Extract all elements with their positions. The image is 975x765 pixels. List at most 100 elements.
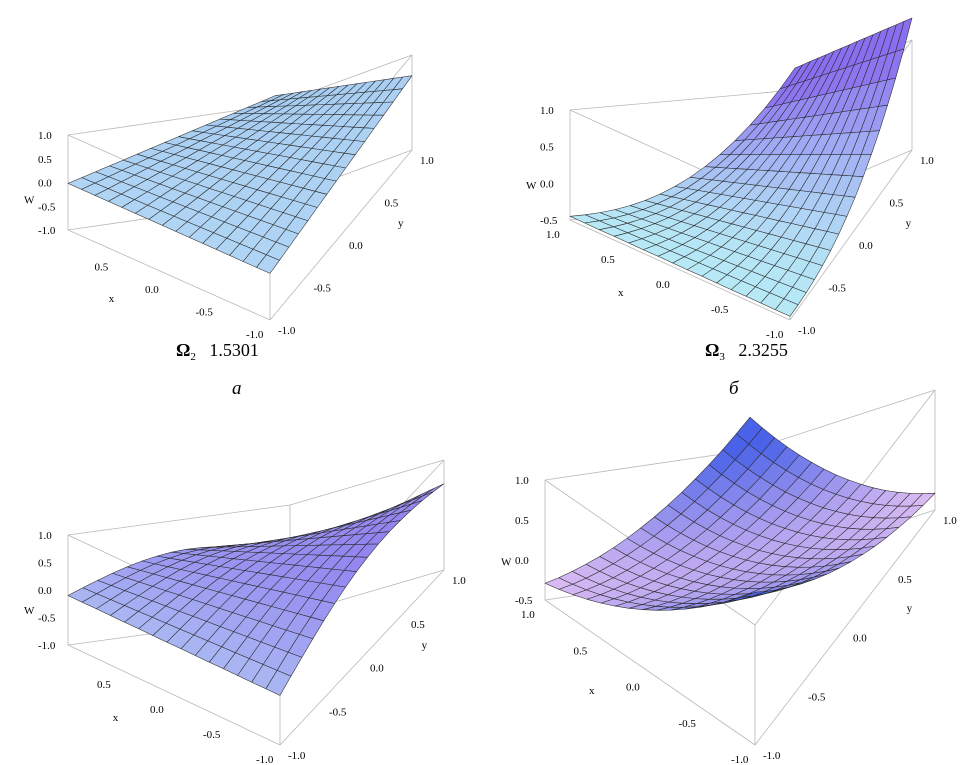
panel-letter-b: б	[729, 378, 739, 399]
surface-patch	[256, 254, 280, 274]
x-tick-label: 0.5	[95, 262, 109, 274]
surface-plot-c-svg: 1.0 0.5 0.0 -0.5 -1.0 W 0.5 0.0 -0.5 -1.0 x 1.0 0.5 0…	[24, 459, 466, 765]
omega-symbol: Ω	[176, 340, 191, 360]
z-axis-label: W	[24, 605, 35, 617]
y-tick-label: 0.0	[853, 633, 867, 645]
omega-subscript: 3	[719, 351, 725, 363]
x-tick-label: 0.5	[97, 679, 111, 691]
y-tick-label: -0.5	[829, 283, 847, 295]
z-axis-label: W	[526, 180, 537, 192]
x-tick-label: -1.0	[766, 329, 784, 341]
y-tick-label: 1.0	[420, 155, 434, 167]
caption-b: Ω3 2.3255	[705, 340, 788, 363]
z-tick-label: 0.5	[38, 558, 52, 570]
x-tick-label: 1.0	[546, 229, 560, 241]
caption-a: Ω2 1.5301	[176, 340, 259, 363]
box-edge	[289, 459, 445, 506]
x-axis-label: x	[109, 293, 115, 305]
surface-patch	[740, 590, 768, 598]
surface-patch	[775, 298, 799, 317]
omega-subscript: 2	[190, 351, 196, 363]
z-tick-label: 0.5	[540, 142, 554, 154]
x-tick-label: 0.0	[656, 279, 670, 291]
z-tick-label: -0.5	[38, 201, 56, 213]
z-tick-label: 0.0	[540, 178, 554, 190]
panel-letter-a: а	[232, 378, 242, 399]
z-tick-label: 1.0	[38, 530, 52, 542]
z-tick-label: -1.0	[38, 640, 56, 652]
z-tick-label: 0.5	[38, 154, 52, 166]
surface-mesh	[67, 75, 413, 274]
tick-labels: 1.0 0.5 0.0 -0.5 -1.0 W 0.5 0.0 -0.5 -1.0 x 1.0 0.5 0…	[24, 130, 434, 341]
z-tick-label: 1.0	[540, 105, 554, 117]
x-tick-label: -1.0	[731, 754, 749, 765]
surface-mesh	[569, 17, 913, 317]
y-tick-label: -0.5	[329, 706, 347, 718]
surface-plot-d-svg: 1.0 0.5 0.0 -0.5 W 1.0 0.5 0.0 -0.5 -1.0 x 1.0 0.5 0.…	[501, 389, 957, 765]
y-tick-label: 1.0	[920, 155, 934, 167]
x-axis-label: x	[618, 287, 624, 299]
y-tick-label: -1.0	[288, 750, 306, 762]
box-edge	[569, 219, 791, 321]
y-tick-label: -0.5	[808, 691, 826, 703]
x-tick-label: -1.0	[256, 754, 274, 765]
x-tick-label: -0.5	[679, 718, 697, 730]
z-tick-label: 1.0	[38, 130, 52, 142]
y-tick-label: 1.0	[943, 515, 957, 527]
surface-plot-d: 1.0 0.5 0.0 -0.5 W 1.0 0.5 0.0 -0.5 -1.0 x 1.0 0.5 0.…	[495, 389, 970, 765]
y-axis-label: y	[907, 602, 913, 614]
x-tick-label: -0.5	[196, 307, 214, 319]
surface-patch	[422, 483, 445, 497]
z-tick-label: 0.5	[515, 515, 529, 527]
x-tick-label: 0.0	[145, 284, 159, 296]
x-tick-label: 0.0	[150, 704, 164, 716]
z-axis-label: W	[501, 557, 512, 569]
x-axis-label: x	[589, 685, 595, 697]
surface-plot-a-svg: 1.0 0.5 0.0 -0.5 -1.0 W 0.5 0.0 -0.5 -1.0 x 1.0 0.5 0…	[24, 54, 434, 341]
y-axis-label: y	[398, 218, 404, 230]
surface-mesh	[544, 416, 936, 611]
x-tick-label: -1.0	[246, 329, 264, 341]
x-tick-label: 0.5	[601, 254, 615, 266]
z-axis-label: W	[24, 195, 35, 207]
box-edge	[569, 89, 796, 111]
z-tick-label: -0.5	[38, 613, 56, 625]
z-tick-label: -0.5	[540, 215, 558, 227]
y-tick-label: 0.0	[370, 663, 384, 675]
z-tick-label: 0.0	[38, 178, 52, 190]
x-tick-label: -0.5	[711, 304, 729, 316]
y-tick-label: 0.5	[411, 619, 425, 631]
y-tick-label: 0.5	[385, 198, 399, 210]
omega-symbol: Ω	[705, 340, 720, 360]
x-tick-label: 0.5	[574, 645, 588, 657]
box-edge	[269, 149, 413, 321]
box-edge	[544, 599, 756, 746]
y-tick-label: 1.0	[452, 575, 466, 587]
x-tick-label: 0.0	[626, 682, 640, 694]
x-tick-label: -0.5	[203, 729, 221, 741]
box-edge	[67, 104, 276, 136]
y-tick-label: 0.5	[890, 198, 904, 210]
box-edge	[279, 569, 445, 746]
surface-patch	[265, 670, 292, 696]
frequency-value: 1.5301	[209, 340, 259, 360]
y-axis-label: y	[422, 640, 428, 652]
surface-mesh	[67, 483, 445, 696]
tick-labels: 1.0 0.5 0.0 -0.5 W 1.0 0.5 0.0 -0.5 -1.0 x 1.0 0.5 0.…	[501, 475, 957, 765]
y-tick-label: -1.0	[278, 325, 296, 337]
tick-labels: 1.0 0.5 0.0 -0.5 -1.0 W 0.5 0.0 -0.5 -1.0 x 1.0 0.5 0…	[24, 530, 466, 765]
y-tick-label: 0.0	[349, 240, 363, 252]
y-tick-label: 0.0	[859, 240, 873, 252]
box-edge	[67, 229, 271, 321]
box-edge	[67, 504, 291, 536]
box-edge	[749, 389, 936, 451]
y-tick-label: 0.5	[898, 574, 912, 586]
surface-plot-b: 1.0 0.5 0.0 -0.5 W 1.0 0.5 0.0 -0.5 -1.0 x 1.0 0.5 0.…	[500, 0, 970, 341]
x-tick-label: 1.0	[521, 609, 535, 621]
frequency-value: 2.3255	[738, 340, 788, 360]
surface-plot-c: 1.0 0.5 0.0 -0.5 -1.0 W 0.5 0.0 -0.5 -1.0 x 1.0 0.5 0…	[0, 410, 480, 765]
z-tick-label: -0.5	[515, 595, 533, 607]
surface-plot-a: 1.0 0.5 0.0 -0.5 -1.0 W 0.5 0.0 -0.5 -1.0 x 1.0 0.5 0…	[0, 0, 470, 341]
box-edge	[544, 449, 751, 481]
y-axis-label: y	[906, 218, 912, 230]
